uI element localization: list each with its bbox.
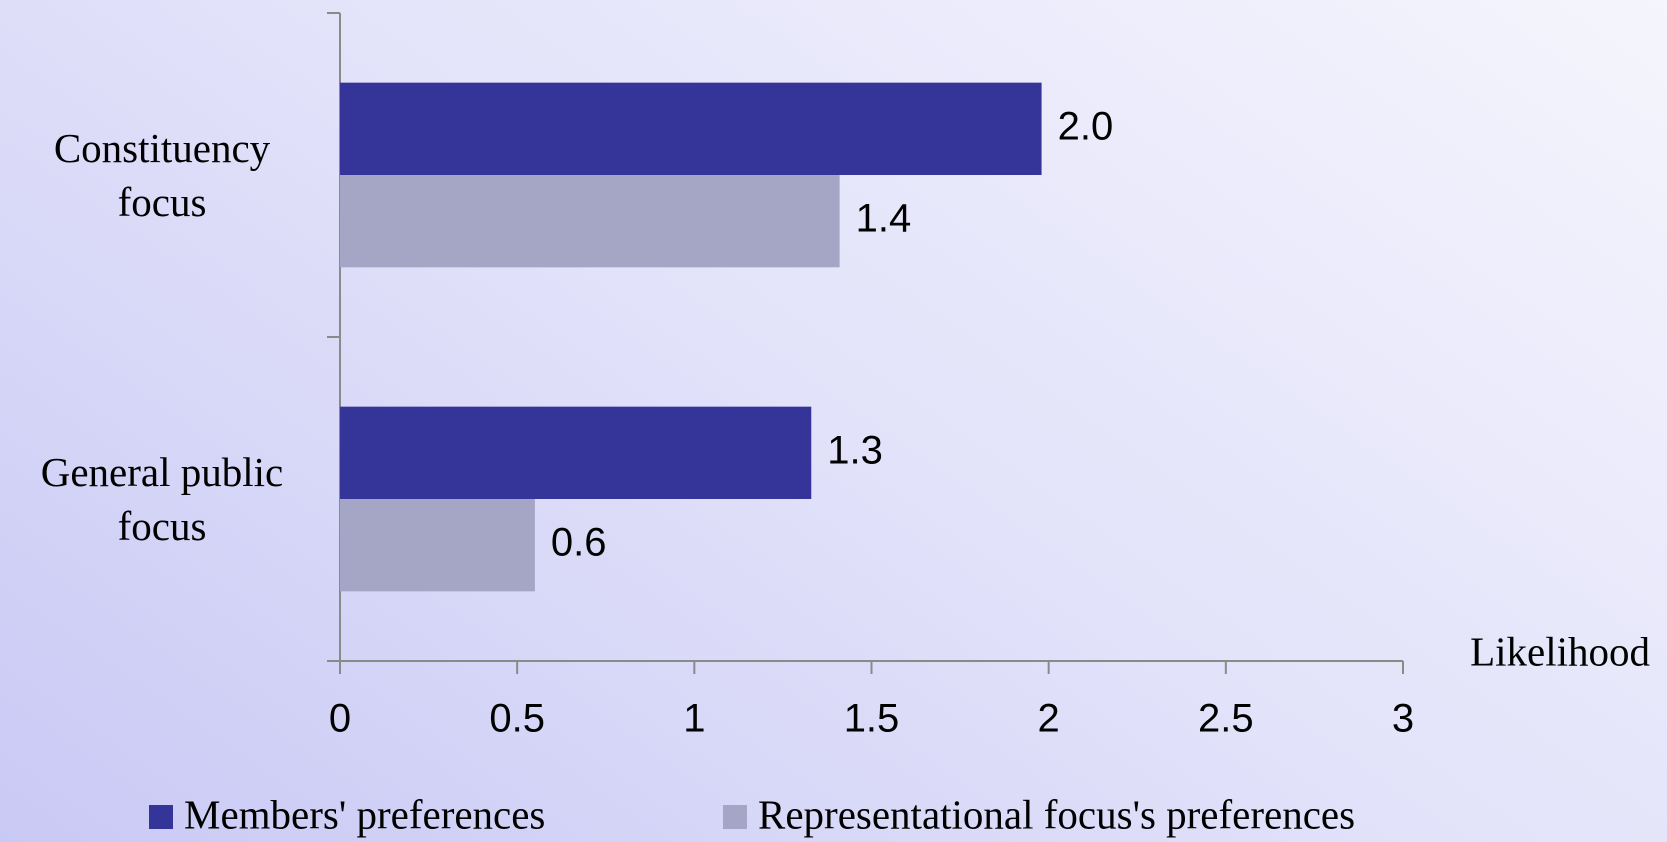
x-tick-label: 1.5 [844, 697, 900, 741]
value-label: 2.0 [1058, 104, 1114, 148]
x-tick-label: 1 [683, 697, 705, 741]
x-tick-label: 2 [1038, 697, 1060, 741]
y-tick-label: General public focus [40, 449, 284, 549]
bar [340, 499, 535, 592]
x-tick-label: 0.5 [489, 697, 545, 741]
bar [340, 175, 840, 268]
value-label: 0.6 [551, 521, 607, 565]
x-axis-label: Likelihood [1470, 628, 1650, 674]
legend-label: Members' preferences [184, 791, 545, 837]
y-tick-label: Constituency focus [53, 125, 271, 225]
value-label: 1.4 [856, 197, 912, 241]
x-tick-label: 2.5 [1198, 697, 1254, 741]
legend-swatch [723, 805, 747, 829]
value-label: 1.3 [827, 428, 883, 472]
bar [340, 82, 1042, 175]
legend-swatch [149, 805, 173, 829]
legend-label: Representational focus's preferences [758, 791, 1355, 837]
bar [340, 406, 812, 499]
x-tick-label: 0 [329, 697, 351, 741]
x-tick-label: 3 [1392, 697, 1414, 741]
